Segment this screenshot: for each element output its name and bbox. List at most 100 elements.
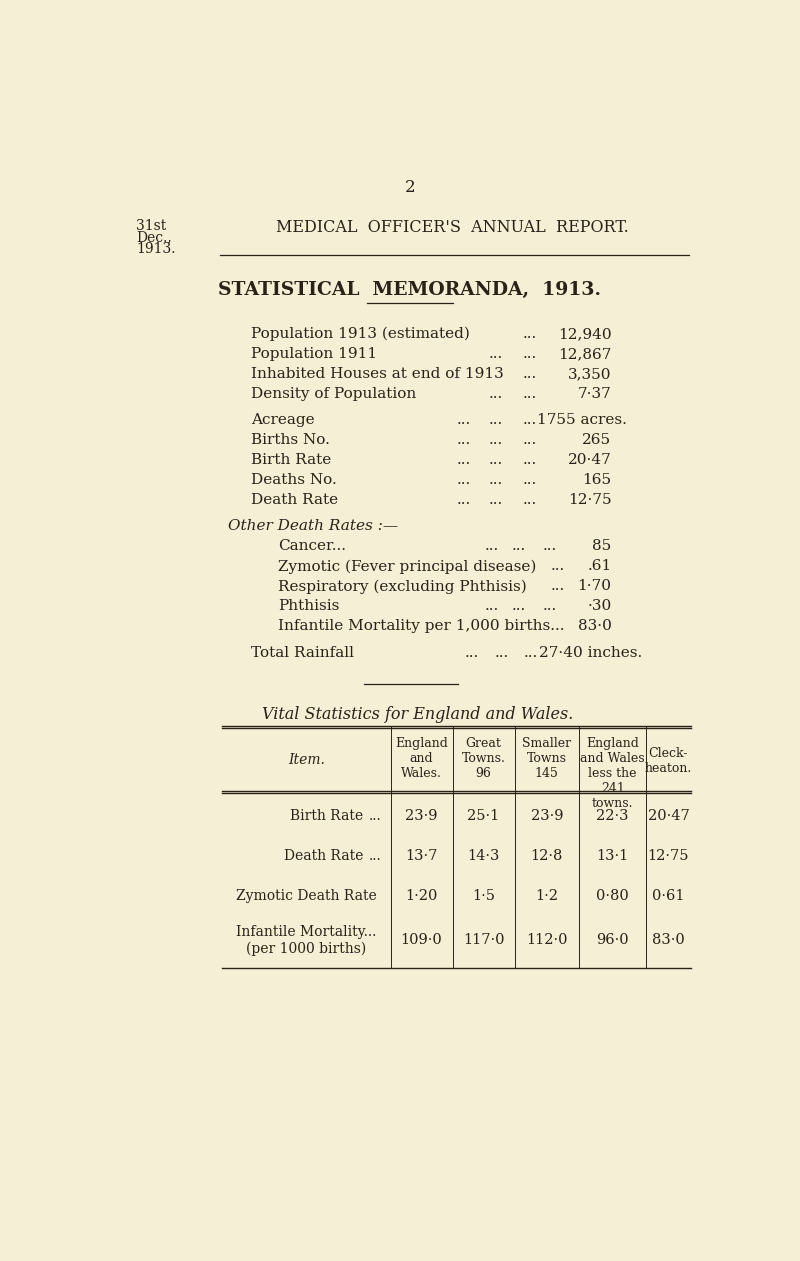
Text: ...: ... xyxy=(523,387,538,401)
Text: 12·75: 12·75 xyxy=(648,849,690,863)
Text: Cleck-
heaton.: Cleck- heaton. xyxy=(645,748,692,776)
Text: ...: ... xyxy=(484,540,498,554)
Text: ...: ... xyxy=(511,599,526,613)
Text: ...: ... xyxy=(457,473,471,487)
Text: ...: ... xyxy=(523,414,538,427)
Text: 83·0: 83·0 xyxy=(578,619,611,633)
Text: Population 1911: Population 1911 xyxy=(251,347,378,361)
Text: ...: ... xyxy=(488,493,502,507)
Text: 7·37: 7·37 xyxy=(578,387,611,401)
Text: England
and
Wales.: England and Wales. xyxy=(395,738,448,781)
Text: Inhabited Houses at end of 1913: Inhabited Houses at end of 1913 xyxy=(251,367,504,381)
Text: MEDICAL  OFFICER'S  ANNUAL  REPORT.: MEDICAL OFFICER'S ANNUAL REPORT. xyxy=(276,219,629,236)
Text: 25·1: 25·1 xyxy=(467,810,500,823)
Text: England
and Wales
less the
241
towns.: England and Wales less the 241 towns. xyxy=(580,738,645,811)
Text: Infantile Mortality per 1,000 births...: Infantile Mortality per 1,000 births... xyxy=(278,619,565,633)
Text: ...: ... xyxy=(488,473,502,487)
Text: Death Rate: Death Rate xyxy=(251,493,338,507)
Text: Great
Towns.
96: Great Towns. 96 xyxy=(462,738,506,781)
Text: ...: ... xyxy=(457,414,471,427)
Text: 23·9: 23·9 xyxy=(530,810,563,823)
Text: 96·0: 96·0 xyxy=(596,933,629,947)
Text: 1·5: 1·5 xyxy=(472,889,495,903)
Text: Phthisis: Phthisis xyxy=(278,599,340,613)
Text: 12,867: 12,867 xyxy=(558,347,611,361)
Text: Population 1913 (estimated): Population 1913 (estimated) xyxy=(251,327,470,342)
Text: Smaller
Towns
145: Smaller Towns 145 xyxy=(522,738,571,781)
Text: 31st: 31st xyxy=(137,219,166,233)
Text: Other Death Rates :—: Other Death Rates :— xyxy=(228,520,398,533)
Text: 85: 85 xyxy=(592,540,611,554)
Text: Acreage: Acreage xyxy=(251,414,314,427)
Text: Total Rainfall: Total Rainfall xyxy=(251,646,354,660)
Text: Density of Population: Density of Population xyxy=(251,387,416,401)
Text: STATISTICAL  MEMORANDA,  1913.: STATISTICAL MEMORANDA, 1913. xyxy=(218,281,602,299)
Text: ...: ... xyxy=(542,599,557,613)
Text: Dec.,: Dec., xyxy=(137,231,172,245)
Text: Respiratory (excluding Phthisis): Respiratory (excluding Phthisis) xyxy=(278,580,527,594)
Text: 27·40 inches.: 27·40 inches. xyxy=(539,646,642,660)
Text: ...: ... xyxy=(457,433,471,448)
Text: 1·70: 1·70 xyxy=(578,580,611,594)
Text: 2: 2 xyxy=(405,179,415,195)
Text: 0·61: 0·61 xyxy=(652,889,685,903)
Text: ...: ... xyxy=(457,453,471,467)
Text: ...: ... xyxy=(523,473,538,487)
Text: Zymotic (Fever principal disease): Zymotic (Fever principal disease) xyxy=(278,560,537,574)
Text: ...: ... xyxy=(523,453,538,467)
Text: ...: ... xyxy=(542,540,557,554)
Text: ...: ... xyxy=(488,414,502,427)
Text: ...: ... xyxy=(488,347,502,361)
Text: ·30: ·30 xyxy=(587,599,611,613)
Text: 165: 165 xyxy=(582,473,611,487)
Text: ...: ... xyxy=(523,433,538,448)
Text: 13·7: 13·7 xyxy=(406,849,438,863)
Text: 12,940: 12,940 xyxy=(558,327,611,340)
Text: ...: ... xyxy=(488,387,502,401)
Text: ...: ... xyxy=(523,493,538,507)
Text: Birth Rate: Birth Rate xyxy=(251,453,331,467)
Text: 12·75: 12·75 xyxy=(568,493,611,507)
Text: 12·8: 12·8 xyxy=(530,849,563,863)
Text: Birth Rate: Birth Rate xyxy=(290,810,363,823)
Text: ...: ... xyxy=(523,327,538,340)
Text: ...: ... xyxy=(550,560,564,574)
Text: Cancer...: Cancer... xyxy=(278,540,346,554)
Text: ...: ... xyxy=(457,493,471,507)
Text: .61: .61 xyxy=(587,560,611,574)
Text: ...: ... xyxy=(524,646,538,660)
Text: 20·47: 20·47 xyxy=(647,810,690,823)
Text: ...: ... xyxy=(465,646,479,660)
Text: 23·9: 23·9 xyxy=(406,810,438,823)
Text: 1·20: 1·20 xyxy=(406,889,438,903)
Text: ...: ... xyxy=(488,433,502,448)
Text: 117·0: 117·0 xyxy=(463,933,504,947)
Text: ...: ... xyxy=(523,367,538,381)
Text: Infantile Mortality...
(per 1000 births): Infantile Mortality... (per 1000 births) xyxy=(236,926,377,956)
Text: Zymotic Death Rate: Zymotic Death Rate xyxy=(236,889,377,903)
Text: Births No.: Births No. xyxy=(251,433,330,448)
Text: 1·2: 1·2 xyxy=(535,889,558,903)
Text: ...: ... xyxy=(511,540,526,554)
Text: 109·0: 109·0 xyxy=(401,933,442,947)
Text: Vital Statistics for England and Wales.: Vital Statistics for England and Wales. xyxy=(262,706,574,723)
Text: 0·80: 0·80 xyxy=(596,889,629,903)
Text: ...: ... xyxy=(488,453,502,467)
Text: 265: 265 xyxy=(582,433,611,448)
Text: 22·3: 22·3 xyxy=(597,810,629,823)
Text: 3,350: 3,350 xyxy=(568,367,611,381)
Text: 112·0: 112·0 xyxy=(526,933,567,947)
Text: Item.: Item. xyxy=(288,753,325,768)
Text: 1755 acres.: 1755 acres. xyxy=(537,414,627,427)
Text: ...: ... xyxy=(484,599,498,613)
Text: Deaths No.: Deaths No. xyxy=(251,473,337,487)
Text: 20·47: 20·47 xyxy=(568,453,611,467)
Text: ...: ... xyxy=(369,849,382,863)
Text: ...: ... xyxy=(369,810,382,823)
Text: 14·3: 14·3 xyxy=(467,849,500,863)
Text: Death Rate: Death Rate xyxy=(284,849,363,863)
Text: 13·1: 13·1 xyxy=(597,849,629,863)
Text: ...: ... xyxy=(494,646,509,660)
Text: 83·0: 83·0 xyxy=(652,933,685,947)
Text: 1913.: 1913. xyxy=(137,242,176,256)
